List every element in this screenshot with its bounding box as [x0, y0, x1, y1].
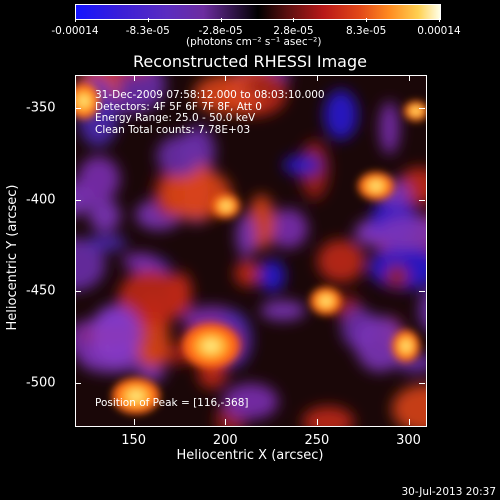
heatmap-blob — [355, 315, 405, 372]
heatmap-blob — [258, 259, 286, 293]
heatmap-hot-spot — [202, 339, 220, 353]
y-tick-label: -350 — [26, 100, 56, 116]
colorbar-tick-label: -0.00014 — [51, 25, 99, 37]
x-tick — [225, 419, 227, 425]
y-tick-label: -400 — [26, 192, 56, 208]
annotation-energy-range: Energy Range: 25.0 - 50.0 keV — [95, 112, 256, 124]
heatmap-blob — [384, 264, 409, 288]
footer-date: 30-Jul-2013 20:37 — [401, 486, 496, 498]
x-tick — [225, 75, 227, 81]
heatmap-hot-spot — [221, 202, 231, 210]
y-tick — [419, 291, 425, 293]
heatmap-blob — [375, 214, 426, 251]
heatmap-blob — [302, 406, 355, 426]
y-tick — [75, 291, 81, 293]
heatmap-blob — [90, 304, 141, 364]
heatmap-blob — [243, 76, 288, 97]
annotation-detectors: Detectors: 4F 5F 6F 7F 8F, Att 0 — [95, 100, 262, 113]
x-tick-label: 150 — [121, 433, 147, 448]
colorbar-tick-label: -2.8e-05 — [198, 25, 243, 37]
heatmap-blob — [317, 239, 365, 283]
heatmap-hot-spot — [412, 108, 420, 114]
colorbar-tick — [439, 18, 440, 22]
heatmap-blob — [169, 271, 193, 316]
y-axis-title: Heliocentric Y (arcsec) — [5, 184, 20, 331]
heatmap-blob — [283, 155, 322, 175]
x-tick-label: 200 — [212, 433, 238, 448]
heatmap-hot-spot — [370, 181, 382, 191]
heatmap-blob — [236, 214, 257, 258]
annotation-counts: Clean Total counts: 7.78E+03 — [95, 123, 251, 136]
heatmap-blob — [234, 260, 261, 287]
colorbar-unit-label: (photons cm⁻² s⁻¹ asec⁻²) — [186, 36, 322, 48]
y-tick — [419, 107, 425, 109]
colorbar-tick — [293, 18, 295, 22]
chart-title: Reconstructed RHESSI Image — [133, 52, 367, 71]
heatmap-hot-spot — [128, 390, 144, 402]
heatmap-blob — [223, 383, 279, 420]
heatmap-blob — [391, 384, 426, 426]
y-tick — [75, 199, 81, 201]
colorbar-tick — [75, 18, 76, 22]
y-tick — [419, 199, 425, 201]
heatmap-blob — [136, 364, 166, 383]
x-tick — [133, 419, 135, 425]
annotation-time-range: 31-Dec-2009 07:58:12.000 to 08:03:10.000 — [95, 89, 325, 101]
heatmap-plot-area — [75, 75, 427, 427]
heatmap-blob — [379, 101, 400, 155]
y-tick — [419, 382, 425, 384]
x-tick — [316, 419, 318, 425]
colorbar-tick-label: -8.3e-05 — [125, 25, 170, 37]
heatmap-blob — [323, 89, 358, 140]
x-tick — [316, 75, 318, 81]
heatmap-blob — [121, 252, 159, 270]
x-axis-title: Heliocentric X (arcsec) — [176, 448, 324, 463]
y-tick-label: -500 — [26, 375, 56, 391]
heatmap-blob — [76, 238, 106, 292]
heatmap-hot-spot — [401, 341, 411, 351]
heatmap-image — [76, 76, 426, 426]
heatmap-blob — [77, 156, 120, 202]
heatmap-blob — [156, 135, 204, 177]
colorbar-tick-label: 0.00014 — [417, 25, 461, 37]
heatmap-blob — [268, 208, 308, 249]
annotation-block: 31-Dec-2009 07:58:12.000 to 08:03:10.000… — [95, 89, 325, 136]
colorbar — [75, 4, 441, 20]
heatmap-blob — [118, 269, 185, 328]
x-tick — [408, 419, 410, 425]
colorbar-tick-label: 2.8e-05 — [273, 25, 314, 37]
y-tick — [75, 382, 81, 384]
x-tick-label: 300 — [396, 433, 421, 448]
x-tick — [133, 75, 135, 81]
colorbar-tick — [366, 18, 368, 22]
x-tick — [408, 75, 410, 81]
heatmap-hot-spot — [79, 95, 89, 107]
heatmap-blob — [85, 234, 128, 252]
y-tick — [75, 107, 81, 109]
heatmap-hot-spot — [321, 296, 331, 306]
heatmap-blob — [89, 199, 121, 233]
x-tick-label: 250 — [304, 433, 330, 448]
peak-position-label: Position of Peak = [116,-368] — [95, 397, 249, 409]
heatmap-blob — [260, 300, 306, 321]
colorbar-tick-label: 8.3e-05 — [346, 25, 387, 37]
colorbar-tick — [220, 18, 222, 22]
y-tick-label: -450 — [26, 283, 56, 299]
heatmap-blob — [418, 289, 426, 331]
colorbar-tick — [147, 18, 149, 22]
